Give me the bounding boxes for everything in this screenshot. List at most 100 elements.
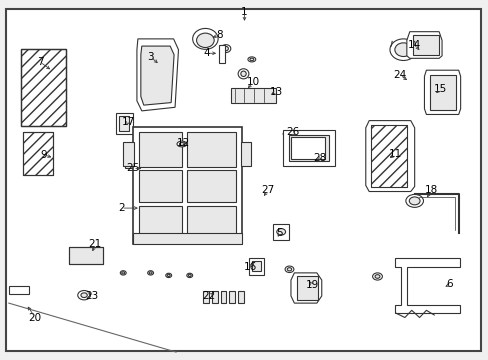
Ellipse shape: [285, 266, 293, 273]
Bar: [133, 127, 241, 244]
Ellipse shape: [283, 131, 291, 136]
Bar: [69, 247, 102, 264]
Bar: [203, 291, 208, 303]
Bar: [282, 130, 335, 166]
Text: 6: 6: [446, 279, 452, 289]
Bar: [23, 132, 53, 175]
Ellipse shape: [167, 274, 170, 276]
Text: 13: 13: [269, 87, 283, 97]
Text: 17: 17: [121, 117, 135, 127]
Ellipse shape: [240, 71, 245, 77]
Bar: [116, 113, 133, 134]
Text: 18: 18: [424, 185, 437, 195]
Bar: [124, 165, 173, 168]
Text: 25: 25: [126, 163, 140, 174]
Ellipse shape: [408, 197, 419, 205]
Ellipse shape: [186, 273, 192, 278]
Bar: [297, 276, 317, 300]
Text: 12: 12: [176, 138, 190, 148]
Ellipse shape: [276, 229, 285, 235]
Bar: [186, 132, 235, 167]
Text: 28: 28: [313, 153, 326, 163]
Bar: [249, 258, 264, 275]
Bar: [119, 116, 129, 131]
Text: 23: 23: [85, 291, 99, 301]
Ellipse shape: [149, 272, 152, 274]
Text: 24: 24: [392, 70, 406, 80]
Ellipse shape: [374, 275, 379, 278]
Bar: [429, 75, 455, 110]
Ellipse shape: [177, 141, 186, 147]
Polygon shape: [406, 32, 441, 58]
Ellipse shape: [188, 274, 191, 276]
Bar: [69, 247, 102, 264]
Bar: [288, 135, 328, 161]
Text: 22: 22: [202, 291, 216, 301]
Bar: [219, 45, 225, 63]
Bar: [123, 142, 134, 166]
Bar: [412, 35, 438, 55]
Ellipse shape: [122, 272, 124, 274]
Ellipse shape: [372, 273, 382, 280]
Ellipse shape: [147, 271, 153, 275]
Text: 8: 8: [215, 30, 222, 40]
Polygon shape: [137, 39, 178, 111]
Bar: [240, 142, 251, 166]
Bar: [252, 261, 261, 271]
Text: 7: 7: [37, 57, 43, 67]
Text: 1: 1: [241, 6, 247, 17]
Ellipse shape: [192, 28, 218, 49]
Ellipse shape: [249, 58, 253, 61]
Bar: [211, 291, 217, 303]
Ellipse shape: [238, 69, 248, 79]
Text: 2: 2: [118, 203, 124, 213]
Polygon shape: [290, 273, 321, 303]
Text: 3: 3: [147, 52, 154, 62]
Bar: [9, 286, 29, 294]
Text: 19: 19: [305, 280, 318, 290]
Bar: [133, 233, 241, 244]
Ellipse shape: [389, 39, 416, 60]
Bar: [220, 291, 226, 303]
Text: 4: 4: [203, 48, 209, 58]
Bar: [238, 291, 244, 303]
Bar: [229, 291, 235, 303]
Bar: [20, 49, 65, 126]
Ellipse shape: [81, 293, 87, 297]
Ellipse shape: [196, 33, 214, 48]
Text: 5: 5: [276, 228, 283, 238]
Bar: [139, 170, 182, 202]
Bar: [370, 125, 407, 187]
Text: 15: 15: [432, 84, 446, 94]
Polygon shape: [424, 70, 460, 114]
Bar: [291, 137, 324, 159]
Ellipse shape: [285, 132, 289, 135]
Polygon shape: [141, 46, 174, 105]
Bar: [230, 88, 275, 103]
Text: 20: 20: [29, 312, 41, 323]
Text: 16: 16: [243, 262, 257, 272]
Ellipse shape: [394, 43, 411, 57]
Text: 10: 10: [246, 77, 259, 87]
Bar: [124, 161, 173, 164]
Ellipse shape: [221, 45, 230, 53]
Text: 27: 27: [261, 185, 274, 195]
Ellipse shape: [120, 271, 126, 275]
Bar: [139, 132, 182, 167]
Text: 21: 21: [88, 239, 102, 249]
Ellipse shape: [78, 291, 90, 300]
Bar: [23, 132, 53, 175]
Bar: [20, 49, 65, 126]
Bar: [124, 157, 173, 160]
Bar: [139, 206, 182, 238]
Ellipse shape: [165, 273, 171, 278]
Ellipse shape: [247, 57, 255, 62]
Ellipse shape: [179, 143, 184, 145]
Bar: [370, 125, 407, 187]
Ellipse shape: [223, 46, 228, 51]
Bar: [272, 224, 289, 240]
Ellipse shape: [405, 194, 423, 207]
Text: 11: 11: [387, 149, 401, 159]
Text: 14: 14: [407, 40, 421, 50]
Bar: [186, 206, 235, 238]
